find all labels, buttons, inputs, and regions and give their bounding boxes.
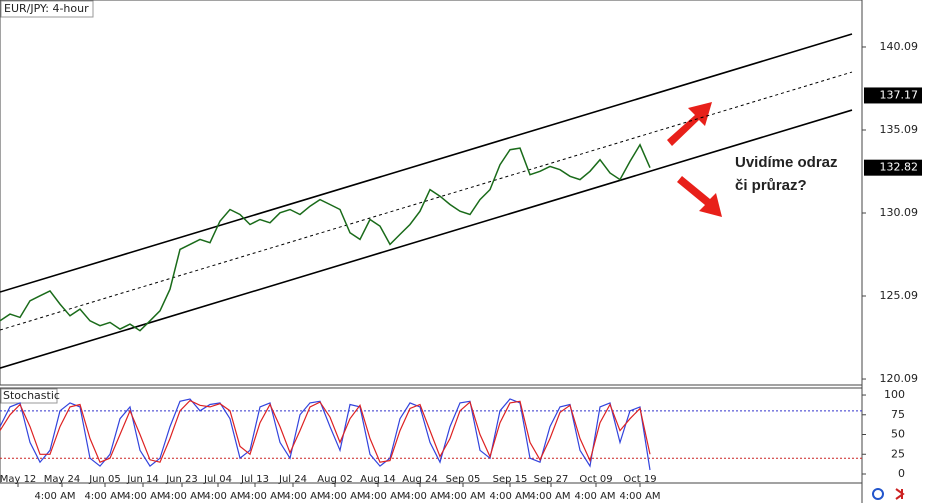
channel-lower (0, 109, 853, 369)
toolbar-icons[interactable] (872, 488, 905, 500)
time-label: 4:00 AM (529, 491, 570, 502)
y-tick-label: 140.09 (880, 40, 919, 53)
x-tick-label: Aug 24 (402, 474, 437, 485)
x-tick-label: Sep 15 (493, 474, 528, 485)
time-label: 4:00 AM (619, 491, 660, 502)
main-panel (0, 0, 863, 386)
chart-title: EUR/JPY: 4-hour (4, 2, 89, 15)
x-tick-label: Jun 14 (126, 474, 159, 485)
x-tick-label: Aug 02 (317, 474, 352, 485)
time-label: 4:00 AM (124, 491, 165, 502)
annotation: Uvidíme odraz (735, 154, 838, 171)
x-tick-label: Oct 09 (579, 474, 612, 485)
channel-upper (0, 33, 853, 293)
arrow-down (677, 176, 722, 217)
time-label: 4:00 AM (34, 491, 75, 502)
stochastic-panel (0, 387, 863, 484)
y-tick-label: 100 (884, 388, 905, 401)
channel-middle (0, 71, 853, 331)
price-marker-label: 137.17 (880, 88, 919, 101)
y-tick-label: 75 (891, 408, 905, 421)
time-label: 4:00 AM (574, 491, 615, 502)
y-tick-label: 135.09 (880, 123, 919, 136)
price-line (0, 143, 651, 332)
time-label: 4:00 AM (84, 491, 125, 502)
time-label: 4:00 AM (364, 491, 405, 502)
time-label: 4:00 AM (164, 491, 205, 502)
y-tick-label: 25 (891, 447, 905, 460)
price-marker-label: 132.82 (880, 161, 919, 174)
time-label: 4:00 AM (204, 491, 245, 502)
time-label: 4:00 AM (284, 491, 325, 502)
x-tick-label: May 12 (0, 474, 36, 485)
arrow-up (667, 102, 712, 146)
x-tick-label: Jul 13 (240, 474, 269, 485)
indicator-box (0, 388, 58, 404)
x-tick-label: Jun 23 (165, 474, 198, 485)
indicator-title: Stochastic (3, 389, 60, 402)
time-label: 4:00 AM (244, 491, 285, 502)
time-label: 4:00 AM (444, 491, 485, 502)
time-label: 4:00 AM (404, 491, 445, 502)
time-label: 4:00 AM (489, 491, 530, 502)
x-tick-label: Sep 05 (446, 474, 481, 485)
x-tick-label: May 24 (44, 474, 81, 485)
y-tick-label: 130.09 (880, 206, 919, 219)
x-tick-label: Jun 05 (88, 474, 121, 485)
title-box (0, 0, 94, 18)
y-tick-label: 120.09 (880, 372, 919, 385)
price-marker (864, 87, 922, 104)
y-tick-label: 125.09 (880, 289, 919, 302)
x-tick-label: Oct 19 (623, 474, 656, 485)
link-icon[interactable] (872, 488, 884, 500)
annotation: či průraz? (735, 177, 807, 194)
y-tick-label: 50 (891, 428, 905, 441)
x-tick-label: Aug 14 (360, 474, 395, 485)
end-icon[interactable] (895, 488, 905, 500)
y-tick-label: 0 (898, 467, 905, 480)
x-tick-label: Jul 04 (203, 474, 232, 485)
time-label: 4:00 AM (324, 491, 365, 502)
x-tick-label: Sep 27 (534, 474, 569, 485)
price-marker (864, 159, 922, 176)
x-tick-label: Jul 24 (278, 474, 307, 485)
stoch-line (0, 399, 651, 463)
